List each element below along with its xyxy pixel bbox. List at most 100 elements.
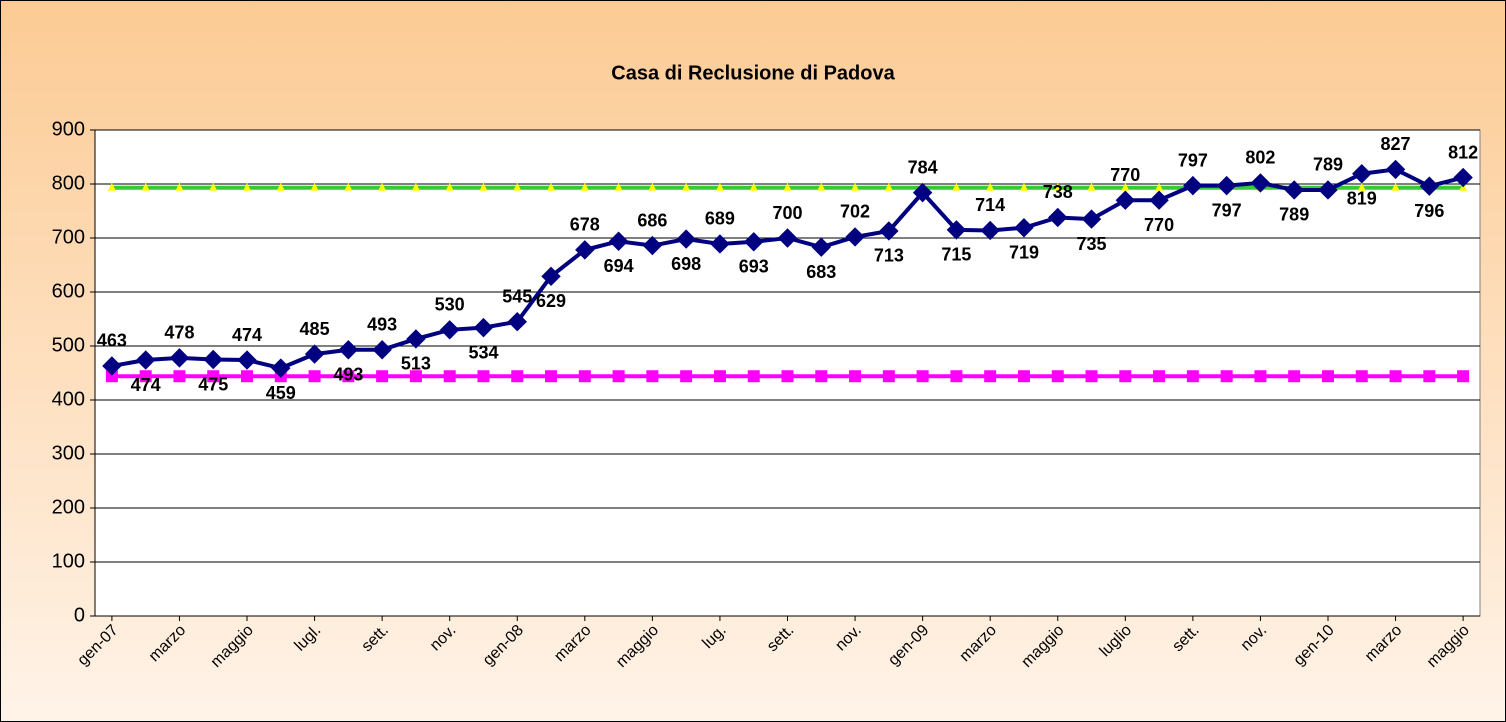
data-point [1250,173,1271,193]
data-point [209,182,218,191]
data-point [1186,370,1199,383]
data-label: 797 [1212,200,1242,220]
data-label: 693 [739,257,769,277]
data-label: 719 [1009,242,1039,262]
data-label: 683 [806,262,836,282]
data-point [443,370,456,383]
data-point [378,182,387,191]
data-point [817,182,826,191]
data-point [1019,182,1028,191]
data-point [479,182,488,191]
data-point [1284,180,1304,200]
data-point [105,370,118,383]
data-point [747,370,760,383]
data-point [1051,370,1064,383]
data-point [984,370,997,383]
data-point [676,229,696,249]
data-point [1321,370,1334,383]
data-label: 686 [637,210,667,230]
data-point [507,311,527,332]
data-point [777,228,798,248]
data-label: 784 [908,157,938,177]
data-label: 698 [671,254,701,274]
data-label: 789 [1313,155,1343,175]
y-tick-label: 500 [52,334,85,356]
data-point [952,182,961,191]
data-point [1053,182,1062,191]
chart-title: Casa di Reclusione di Padova [611,62,895,84]
data-point [642,235,663,256]
data-point [682,182,691,191]
data-label: 735 [1077,234,1107,254]
data-point [107,182,116,191]
data-label: 678 [570,215,600,235]
data-point [310,182,319,191]
data-point [986,182,995,191]
data-point [1385,159,1406,180]
data-label: 714 [975,195,1005,215]
data-point [541,266,561,287]
data-label: 459 [266,383,296,403]
data-point [1355,370,1368,383]
data-point [1048,207,1068,228]
data-point [1085,370,1098,383]
data-point [1288,370,1301,383]
data-label: 770 [1110,165,1140,185]
data-point [173,370,186,383]
data-point [578,370,591,383]
data-point [783,182,792,191]
y-tick-label: 300 [52,442,85,464]
data-label: 478 [164,323,194,343]
data-point [715,182,724,191]
data-point [1357,182,1366,191]
data-point [646,370,659,383]
data-point [344,182,353,191]
data-label: 796 [1414,201,1444,221]
data-point [169,348,190,368]
data-point [477,370,490,383]
data-point [916,370,929,383]
data-point [680,370,693,383]
data-point [849,370,862,383]
data-label: 493 [367,315,397,335]
data-label: 545 [502,286,532,306]
data-point [612,370,625,383]
data-point [1216,175,1237,196]
y-tick-label: 100 [52,550,85,572]
data-label: 713 [874,246,904,266]
data-point [1121,182,1130,191]
data-point [575,240,595,260]
data-point [342,370,355,383]
data-point [1352,164,1372,184]
data-point [1391,182,1400,191]
data-point [409,370,422,383]
data-point [1389,370,1402,383]
data-point [882,370,895,383]
data-point [815,370,828,383]
data-point [372,340,392,360]
data-point [1014,218,1034,238]
data-point [338,340,359,360]
data-label: 715 [941,245,971,265]
data-point [1254,370,1267,383]
data-label: 689 [705,209,735,229]
data-label: 770 [1144,215,1174,235]
data-point [710,234,730,254]
y-tick-label: 400 [52,388,85,410]
data-point [781,370,794,383]
data-label: 700 [772,203,802,223]
data-point [1087,182,1096,191]
data-point [1318,180,1338,200]
data-point [1119,370,1132,383]
data-label: 827 [1381,134,1411,154]
data-label: 797 [1178,150,1208,170]
data-point [713,370,726,383]
data-point [648,182,657,191]
data-point [980,220,1000,241]
y-tick-label: 0 [74,604,85,626]
data-point [884,182,893,191]
data-point [879,221,899,241]
data-point [135,350,156,370]
data-point [102,356,122,376]
